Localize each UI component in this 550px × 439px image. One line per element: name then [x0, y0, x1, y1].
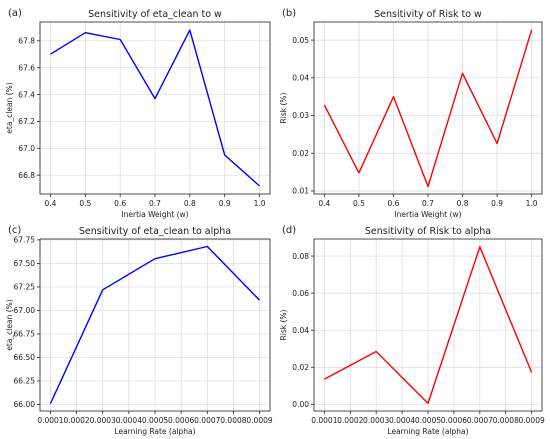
series-line — [49, 245, 261, 404]
x-axis-label: Inertia Weight (w) — [394, 210, 461, 219]
y-tick-label: 0.08 — [292, 252, 309, 261]
plot-frame — [39, 238, 271, 412]
chart-panel-a: 0.4 0.5 0.6 0.7 0.8 0.9 1.0 66.8 67.0 67.2 67.4 67.… — [5, 8, 271, 219]
panel-label: (a) — [8, 8, 22, 19]
x-tick-label: 0.0004 — [389, 416, 415, 425]
x-tick-label: 0.0004 — [116, 416, 142, 425]
panel-label: (c) — [8, 225, 21, 236]
y-tick-label: 0.04 — [292, 74, 309, 83]
x-tick-label: 0.9 — [491, 199, 503, 208]
x-tick-label: 0.5 — [353, 199, 365, 208]
x-tick-label: 0.8 — [457, 199, 469, 208]
x-axis-label: Inertia Weight (w) — [121, 210, 188, 219]
panel-label: (b) — [282, 8, 296, 19]
y-tick-label: 67.00 — [14, 306, 36, 315]
y-tick-label: 66.8 — [18, 171, 35, 180]
y-axis-label: eta_clean (%) — [5, 299, 14, 351]
panel-label: (d) — [282, 225, 296, 236]
x-tick-label: 0.0006 — [441, 416, 467, 425]
plot-frame — [313, 21, 543, 195]
x-tick-label: 0.4 — [318, 199, 330, 208]
x-tick-label: 0.0001 — [311, 416, 337, 425]
x-tick-label: 0.0009 — [246, 416, 272, 425]
y-tick-label: 66.25 — [14, 377, 36, 386]
y-tick-label: 67.6 — [18, 63, 35, 72]
y-tick-label: 0.02 — [292, 149, 309, 158]
y-tick-label: 67.8 — [18, 37, 35, 46]
series-line — [323, 29, 533, 188]
x-tick-label: 0.0005 — [415, 416, 441, 425]
x-tick-label: 0.7 — [149, 199, 161, 208]
y-tick-label: 67.75 — [14, 236, 36, 245]
x-tick-label: 0.6 — [114, 199, 126, 208]
y-tick-label: 66.50 — [14, 353, 36, 362]
x-tick-label: 0.5 — [79, 199, 91, 208]
y-tick-label: 0.06 — [292, 289, 309, 298]
x-tick-label: 0.0005 — [142, 416, 168, 425]
x-tick-label: 0.6 — [387, 199, 399, 208]
plot-frame — [39, 21, 271, 195]
chart-panel-b: 0.4 0.5 0.6 0.7 0.8 0.9 1.0 0.01 0.02 0.03 0.04 0.0… — [279, 8, 543, 219]
x-tick-label: 0.0003 — [363, 416, 389, 425]
x-tick-label: 0.0001 — [37, 416, 63, 425]
y-tick-label: 67.25 — [14, 283, 36, 292]
chart-title: Sensitivity of eta_clean to alpha — [79, 226, 231, 237]
x-tick-label: 0.8 — [184, 199, 196, 208]
y-tick-label: 0.02 — [292, 363, 309, 372]
y-tick-label: 0.00 — [292, 400, 309, 409]
x-tick-label: 0.0008 — [493, 416, 519, 425]
y-axis-label: Risk (%) — [279, 92, 288, 123]
chart-panel-d: 0.0001 0.0002 0.0003 0.0004 0.0005 0.0006 0.00… — [279, 225, 545, 436]
x-tick-label: 0.4 — [44, 199, 56, 208]
y-tick-label: 0.04 — [292, 326, 309, 335]
x-tick-label: 0.0008 — [220, 416, 246, 425]
y-tick-label: 67.50 — [14, 259, 36, 268]
x-axis-label: Learning Rate (alpha) — [387, 427, 468, 436]
chart-panel-c: 0.0001 0.0002 0.0003 0.0004 0.0005 0.0006 0.00… — [5, 225, 273, 436]
x-tick-label: 0.0002 — [63, 416, 89, 425]
chart-title: Sensitivity of Risk to alpha — [365, 226, 491, 237]
x-tick-label: 0.0007 — [194, 416, 220, 425]
chart-title: Sensitivity of eta_clean to w — [88, 9, 222, 20]
x-tick-label: 0.0007 — [467, 416, 493, 425]
y-tick-label: 67.0 — [18, 144, 35, 153]
y-tick-label: 67.4 — [18, 90, 35, 99]
x-tick-label: 0.7 — [422, 199, 434, 208]
y-tick-label: 0.01 — [292, 187, 309, 196]
x-tick-label: 0.0003 — [90, 416, 116, 425]
x-tick-label: 0.0009 — [519, 416, 545, 425]
y-tick-label: 0.03 — [292, 111, 309, 120]
chart-title: Sensitivity of Risk to w — [374, 9, 482, 20]
y-tick-label: 66.75 — [14, 330, 36, 339]
x-tick-label: 0.0006 — [168, 416, 194, 425]
x-tick-label: 0.0002 — [337, 416, 363, 425]
y-tick-label: 67.2 — [18, 117, 35, 126]
x-axis-label: Learning Rate (alpha) — [114, 427, 195, 436]
x-tick-label: 1.0 — [526, 199, 538, 208]
y-tick-label: 66.00 — [14, 400, 36, 409]
plot-frame — [313, 238, 543, 412]
y-axis-label: Risk (%) — [279, 309, 288, 340]
x-tick-label: 0.9 — [219, 199, 231, 208]
x-tick-label: 1.0 — [254, 199, 266, 208]
y-axis-label: eta_clean (%) — [5, 82, 14, 134]
y-tick-label: 0.05 — [292, 36, 309, 45]
